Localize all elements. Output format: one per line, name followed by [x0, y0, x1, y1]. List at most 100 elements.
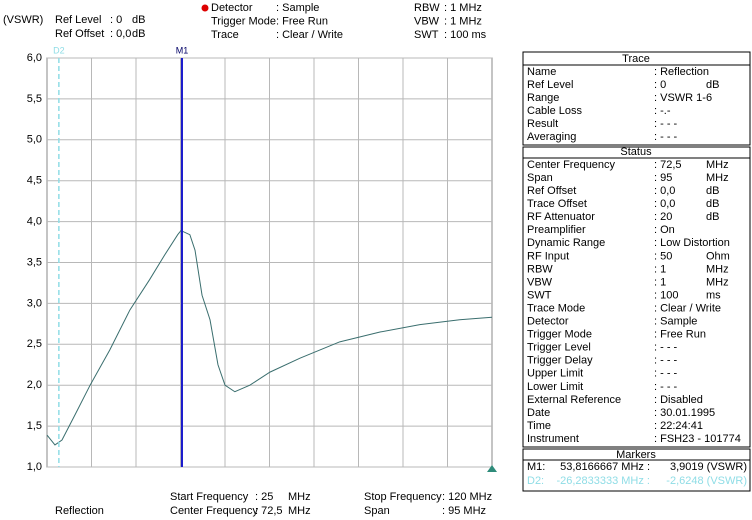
- panel-row: Center Frequency: [527, 159, 616, 171]
- panel-row: Averaging: [527, 131, 576, 143]
- header-item: : 0: [110, 14, 122, 26]
- header-item: : 100 ms: [444, 29, 487, 41]
- panel-row: Lower Limit: [527, 381, 583, 393]
- panel-title: Markers: [616, 449, 656, 461]
- panel-row: RF Attenuator: [527, 211, 595, 223]
- header-item: Trace: [211, 29, 239, 41]
- marker-label: M1: [176, 45, 189, 55]
- header-item: : 0,0: [110, 28, 131, 40]
- y-tick-label: 4,5: [27, 175, 42, 187]
- footer-item: : 95 MHz: [442, 505, 486, 517]
- header-item: : 1 MHz: [444, 15, 482, 27]
- panel-row: Result: [527, 118, 558, 130]
- status-box: [522, 146, 751, 448]
- y-tick-label: 5,5: [27, 93, 42, 105]
- panel-row: : 20: [654, 211, 672, 223]
- panel-row: dB: [706, 198, 719, 210]
- panel-row: : Free Run: [654, 329, 706, 341]
- panel-row: Time: [527, 420, 551, 432]
- y-tick-label: 2,5: [27, 338, 42, 350]
- header-item: VBW: [414, 15, 440, 27]
- header-item: : Sample: [276, 2, 319, 14]
- panel-row: : - - -: [654, 368, 678, 380]
- panel-row: dB: [706, 79, 719, 91]
- panel-row: Trace Mode: [527, 302, 585, 314]
- footer-item: MHz: [288, 505, 311, 517]
- panel-row: MHz: [706, 263, 729, 275]
- panel-row: : - - -: [654, 342, 678, 354]
- panel-row: : 30.01.1995: [654, 407, 715, 419]
- panel-row: : Sample: [654, 316, 697, 328]
- panel-row: Ohm: [706, 250, 730, 262]
- y-tick-label: 5,0: [27, 134, 42, 146]
- header-item: RBW: [414, 2, 440, 14]
- panel-row: : -.-: [654, 105, 671, 117]
- header-item: dB: [132, 14, 145, 26]
- panel-row: Trigger Delay: [527, 355, 593, 367]
- end-indicator: [487, 465, 497, 472]
- panel-row: : 1: [654, 263, 666, 275]
- y-tick-label: 2,0: [27, 379, 42, 391]
- panel-row: Trace Offset: [527, 198, 587, 210]
- panel-row: Detector: [527, 316, 569, 328]
- panel-row: : Reflection: [654, 66, 709, 78]
- footer-item: Start Frequency: [170, 491, 249, 503]
- panel-row: SWT: [527, 289, 552, 301]
- panel-row: : 0,0: [654, 185, 675, 197]
- panel-row: : - - -: [654, 131, 678, 143]
- panel-row: : 100: [654, 289, 678, 301]
- header-item: : Clear / Write: [276, 29, 343, 41]
- footer-item: Stop Frequency: [364, 491, 442, 503]
- panel-row: : 0,0: [654, 198, 675, 210]
- panel-row: RF Input: [527, 250, 569, 262]
- panel-row: : Low Distortion: [654, 237, 730, 249]
- trace-line: [46, 229, 493, 446]
- footer-item: Span: [364, 505, 390, 517]
- y-tick-label: 3,0: [27, 297, 42, 309]
- y-tick-label: 4,0: [27, 216, 42, 228]
- panel-row: Preamplifier: [527, 224, 586, 236]
- panel-row: : - - -: [654, 118, 678, 130]
- panel-row: MHz: [706, 159, 729, 171]
- header-item: Ref Level: [55, 14, 101, 26]
- panel-row: VBW: [527, 276, 553, 288]
- panel-row: External Reference: [527, 394, 621, 406]
- panel-row: Dynamic Range: [527, 237, 605, 249]
- panel-row: : On: [654, 224, 675, 236]
- y-tick-label: 1,5: [27, 420, 42, 432]
- panel-row: : 0: [654, 79, 666, 91]
- panel-row: Trigger Level: [527, 342, 591, 354]
- y-tick-label: 6,0: [27, 52, 42, 64]
- header-item: Trigger Mode: [211, 15, 276, 27]
- header-item: Detector: [211, 2, 253, 14]
- panel-row: Trigger Mode: [527, 329, 592, 341]
- panel-row: : - - -: [654, 381, 678, 393]
- panel-row: Ref Offset: [527, 185, 576, 197]
- panel-row: : Disabled: [654, 394, 703, 406]
- panel-row: Cable Loss: [527, 105, 583, 117]
- header-item: Ref Offset: [55, 28, 104, 40]
- y-tick-label: 1,0: [27, 461, 42, 473]
- panel-row: : 95: [654, 172, 672, 184]
- panel-row: RBW: [527, 263, 553, 275]
- marker-row: -26,2833333 MHz :: [556, 475, 650, 487]
- panel-row: ms: [706, 289, 721, 301]
- panel-row: Upper Limit: [527, 368, 583, 380]
- panel-row: : FSH23 - 101774: [654, 433, 741, 445]
- footer-item: MHz: [288, 491, 311, 503]
- panel-row: Span: [527, 172, 553, 184]
- panel-title: Trace: [622, 53, 650, 65]
- marker-row: 53,8166667 MHz :: [560, 461, 650, 473]
- marker-row: 3,9019 (VSWR): [670, 461, 747, 473]
- panel-row: MHz: [706, 172, 729, 184]
- footer-item: : 72,5: [255, 505, 283, 517]
- header-item: : Free Run: [276, 15, 328, 27]
- panel-row: Name: [527, 66, 556, 78]
- unit-label: (VSWR): [3, 14, 43, 26]
- footer-item: : 25: [255, 491, 273, 503]
- panel-row: : Clear / Write: [654, 302, 721, 314]
- panel-row: Range: [527, 92, 559, 104]
- header-item: : 1 MHz: [444, 2, 482, 14]
- panel-row: dB: [706, 185, 719, 197]
